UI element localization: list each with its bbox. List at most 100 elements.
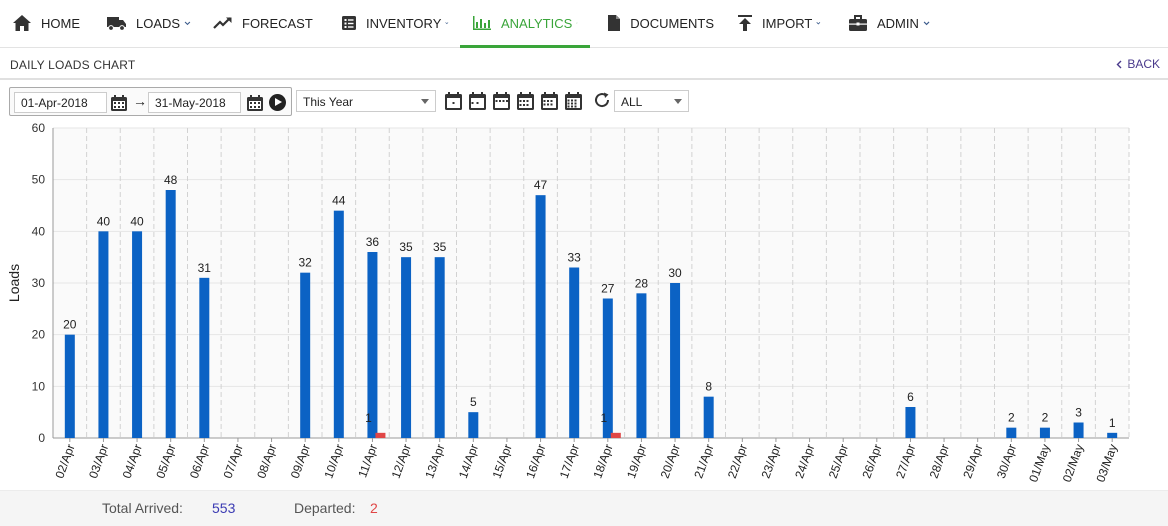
- data-label-arrived: 35: [399, 240, 413, 254]
- x-tick-label: 17/Apr: [557, 442, 582, 480]
- nav-item-forecast[interactable]: FORECAST: [201, 0, 327, 46]
- bar-arrived: [98, 231, 109, 438]
- y-axis-label: Loads: [6, 264, 22, 302]
- data-label-arrived: 36: [366, 235, 380, 249]
- data-label-arrived: 40: [130, 214, 144, 228]
- play-icon[interactable]: [269, 94, 286, 111]
- total-arrived-label: Total Arrived:: [102, 500, 183, 516]
- data-label-arrived: 3: [1075, 406, 1082, 420]
- period-month-icon[interactable]: [492, 91, 511, 111]
- x-tick-label: 28/Apr: [927, 442, 952, 480]
- filter-select[interactable]: ALL: [614, 90, 689, 112]
- x-tick-label: 04/Apr: [120, 442, 145, 480]
- chevron-down-icon: [816, 22, 821, 25]
- period-year-icon[interactable]: [564, 91, 583, 111]
- bar-arrived: [535, 195, 546, 438]
- nav-item-documents[interactable]: DOCUMENTS: [594, 0, 726, 46]
- bar-arrived: [636, 293, 647, 438]
- back-label: BACK: [1127, 57, 1160, 71]
- x-tick-label: 12/Apr: [389, 442, 414, 480]
- departed-label: Departed:: [294, 500, 356, 516]
- bar-arrived: [1107, 432, 1118, 438]
- chevron-left-icon: [1116, 60, 1122, 68]
- refresh-icon[interactable]: [593, 91, 611, 109]
- nav-item-loads[interactable]: LOADS: [95, 0, 203, 46]
- nav-item-admin[interactable]: ADMIN: [836, 0, 942, 46]
- period-week-icon[interactable]: [468, 91, 487, 111]
- bar-arrived: [468, 412, 479, 438]
- y-tick-label: 50: [32, 173, 46, 187]
- nav-item-inventory[interactable]: INVENTORY: [329, 0, 461, 46]
- chevron-down-icon: [184, 21, 191, 26]
- x-tick-label: 26/Apr: [859, 442, 884, 480]
- x-tick-label: 29/Apr: [960, 442, 985, 480]
- document-icon: [606, 14, 621, 32]
- x-tick-label: 21/Apr: [691, 442, 716, 480]
- nav-item-label: DOCUMENTS: [630, 15, 714, 31]
- chart-toolbar: 01-Apr-2018 → 31-May-2018 This Year ALL: [0, 82, 1168, 120]
- x-tick-label: 06/Apr: [187, 442, 212, 480]
- date-range-group: 01-Apr-2018 → 31-May-2018: [9, 87, 292, 116]
- data-label-departed: 1: [600, 411, 607, 425]
- bar-arrived: [300, 272, 311, 438]
- data-label-arrived: 8: [705, 380, 712, 394]
- data-label-arrived: 35: [433, 240, 447, 254]
- nav-item-label: LOADS: [136, 15, 181, 31]
- daily-loads-chart: 0 10 20 30 40 50 60 Loads 20 02/Apr 40 03/Apr 40 04/A…: [6, 121, 1130, 484]
- calendar-from-icon[interactable]: [110, 94, 128, 112]
- x-tick-label: 22/Apr: [725, 442, 750, 480]
- bar-arrived: [602, 298, 613, 438]
- chevron-down-icon: [445, 22, 449, 25]
- data-label-arrived: 2: [1042, 411, 1049, 425]
- nav-item-analytics[interactable]: ANALYTICS: [460, 0, 590, 48]
- data-label-arrived: 48: [164, 173, 178, 187]
- bar-arrived: [703, 396, 714, 438]
- data-label-arrived: 33: [568, 251, 582, 265]
- period-select[interactable]: This Year: [296, 90, 436, 112]
- x-tick-label: 15/Apr: [490, 442, 515, 480]
- bar-arrived: [1039, 427, 1050, 438]
- back-button[interactable]: BACK: [1116, 57, 1160, 71]
- data-label-arrived: 40: [97, 214, 111, 228]
- chevron-down-icon: [923, 21, 930, 26]
- total-arrived-value: 553: [212, 500, 236, 516]
- nav-item-label: IMPORT: [762, 15, 813, 31]
- truck-icon: [107, 14, 127, 32]
- data-label-arrived: 28: [635, 276, 649, 290]
- caret-down-icon: [421, 99, 429, 104]
- nav-item-home[interactable]: HOME: [0, 0, 88, 46]
- bar-arrived: [64, 334, 75, 438]
- x-tick-label: 18/Apr: [590, 442, 615, 480]
- period-quarter-icon[interactable]: [516, 91, 535, 111]
- bar-arrived: [132, 231, 143, 438]
- bar-arrived: [1006, 427, 1017, 438]
- x-tick-label: 19/Apr: [624, 442, 649, 480]
- y-tick-label: 20: [32, 328, 46, 342]
- bar-departed: [375, 432, 386, 438]
- x-tick-label: 07/Apr: [221, 442, 246, 480]
- period-half-icon[interactable]: [540, 91, 559, 111]
- x-tick-label: 11/Apr: [355, 442, 380, 479]
- top-navigation: HOME LOADS FORECAST INVENTORY ANALYTICS DOCUM…: [0, 0, 1168, 48]
- bar-arrived: [367, 252, 378, 438]
- data-label-arrived: 27: [601, 282, 615, 296]
- nav-item-import[interactable]: IMPORT: [725, 0, 833, 46]
- x-tick-label: 30/Apr: [994, 442, 1019, 480]
- import-icon: [737, 14, 753, 32]
- y-tick-label: 30: [32, 276, 46, 290]
- caret-down-icon: [674, 99, 682, 104]
- x-tick-label: 02/Apr: [52, 442, 77, 480]
- nav-item-label: ADMIN: [877, 15, 919, 31]
- x-tick-label: 03/May: [1093, 442, 1120, 484]
- bar-arrived: [199, 277, 210, 438]
- x-tick-label: 03/Apr: [86, 442, 111, 480]
- date-to-input[interactable]: 31-May-2018: [148, 92, 241, 113]
- bar-arrived: [434, 257, 445, 438]
- x-tick-label: 08/Apr: [254, 442, 279, 480]
- page-subheader: DAILY LOADS CHART BACK: [0, 49, 1168, 80]
- date-from-input[interactable]: 01-Apr-2018: [14, 92, 107, 113]
- y-tick-label: 40: [32, 224, 46, 238]
- bar-arrived: [1073, 422, 1084, 438]
- period-day-icon[interactable]: [444, 91, 463, 111]
- calendar-to-icon[interactable]: [246, 94, 264, 112]
